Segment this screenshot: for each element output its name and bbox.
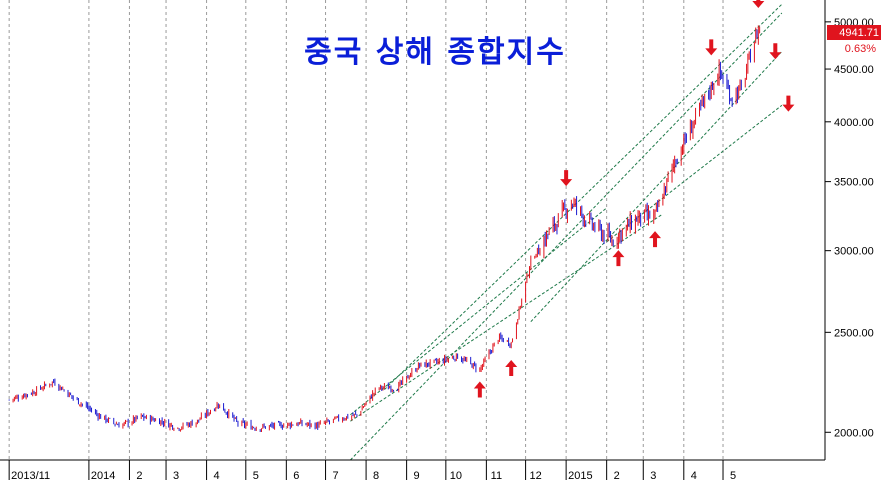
arrow-down-icon bbox=[752, 0, 765, 9]
trend-line bbox=[530, 51, 783, 323]
x-axis-band bbox=[0, 460, 881, 487]
arrow-down-icon bbox=[782, 95, 795, 112]
x-tick-label: 12 bbox=[529, 470, 541, 482]
arrow-up-icon bbox=[649, 231, 662, 248]
trend-line bbox=[384, 3, 783, 390]
x-axis-ticks: 2013/11 2014 2 3 4 5 6 7 8 9 10 11 12 2015 2 3 4 5 bbox=[8, 460, 736, 482]
x-tick-label: 2 bbox=[136, 470, 142, 482]
x-tick-label: 3 bbox=[650, 470, 656, 482]
x-tick-label: 8 bbox=[373, 470, 379, 482]
x-tick-label: 4 bbox=[691, 470, 697, 482]
last-price-badge: 4941.71 bbox=[827, 25, 881, 40]
x-tick-label: 7 bbox=[332, 470, 338, 482]
arrow-up-icon bbox=[505, 359, 518, 376]
y-tick-label: 3000.00 bbox=[834, 246, 874, 258]
arrow-down-icon bbox=[705, 39, 718, 56]
last-price-change: 0.63% bbox=[845, 43, 876, 55]
price-series bbox=[8, 25, 761, 432]
x-tick-label: 9 bbox=[414, 470, 420, 482]
y-axis-ticks: 2000.00 2500.00 3000.00 3500.00 4000.00 4500.… bbox=[825, 17, 874, 439]
arrow-down-icon bbox=[769, 43, 782, 60]
last-price-value: 4941.71 bbox=[839, 27, 879, 39]
x-tick-label: 11 bbox=[491, 470, 502, 482]
arrow-down-icon bbox=[560, 170, 573, 187]
annotation-arrows bbox=[473, 0, 795, 398]
arrow-up-icon bbox=[473, 381, 486, 398]
x-tick-label: 5 bbox=[253, 470, 259, 482]
trend-line bbox=[350, 214, 662, 422]
plot-area bbox=[0, 0, 825, 460]
y-tick-label: 2000.00 bbox=[834, 427, 874, 439]
vertical-gridlines bbox=[8, 0, 724, 460]
y-tick-label: 3500.00 bbox=[834, 177, 874, 189]
x-tick-label: 4 bbox=[214, 470, 220, 482]
x-tick-label: 5 bbox=[730, 470, 736, 482]
chart-title: 중국 상해 종합지수 bbox=[304, 35, 566, 70]
y-tick-label: 4000.00 bbox=[834, 117, 874, 129]
x-tick-label: 2 bbox=[614, 470, 620, 482]
x-tick-label: 3 bbox=[173, 470, 179, 482]
last-price-box bbox=[827, 25, 881, 40]
y-tick-label: 2500.00 bbox=[834, 327, 874, 339]
x-tick-label: 10 bbox=[450, 470, 462, 482]
x-tick-label: 2015 bbox=[568, 470, 592, 482]
y-tick-label: 4500.00 bbox=[834, 64, 874, 76]
x-tick-label: 2014 bbox=[91, 470, 115, 482]
x-tick-label: 2013/11 bbox=[11, 470, 50, 482]
arrow-up-icon bbox=[612, 250, 625, 267]
x-tick-label: 6 bbox=[293, 470, 299, 482]
